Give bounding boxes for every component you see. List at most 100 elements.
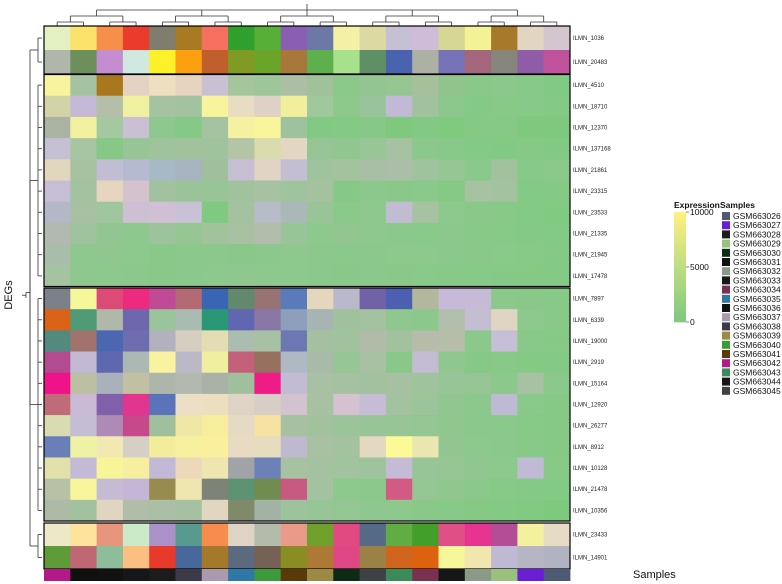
- heatmap-cell: [359, 95, 387, 118]
- heatmap-cell: [70, 180, 97, 203]
- annotation-cell: [412, 569, 439, 581]
- colorbar-segment: [674, 217, 686, 221]
- heatmap-cell: [543, 415, 571, 437]
- heatmap-cell: [228, 546, 255, 570]
- row-label: ILMN_19000: [573, 339, 608, 345]
- heatmap-cell: [438, 393, 466, 416]
- heatmap-cell: [491, 309, 518, 331]
- heatmap-cell: [228, 478, 255, 501]
- heatmap-cell: [175, 265, 203, 287]
- colorbar-segment: [674, 212, 686, 216]
- heatmap-cell: [201, 265, 229, 287]
- samples-legend-title: Samples: [720, 200, 755, 210]
- legend-swatch: [722, 230, 730, 239]
- heatmap-cell: [122, 222, 150, 245]
- heatmap-cell: [359, 26, 387, 51]
- heatmap-cell: [333, 457, 360, 480]
- heatmap-cell: [464, 74, 492, 97]
- heatmap-cell: [44, 436, 71, 458]
- heatmap-cell: [464, 330, 492, 352]
- heatmap-cell: [543, 523, 571, 547]
- heatmap-cell: [307, 415, 334, 437]
- heatmap-cell: [228, 415, 255, 437]
- heatmap-cell: [385, 116, 413, 139]
- heatmap-cell: [307, 50, 334, 75]
- heatmap-cell: [543, 436, 571, 458]
- heatmap-cell: [280, 138, 308, 160]
- heatmap-cell: [359, 50, 387, 75]
- heatmap-cell: [201, 50, 229, 75]
- heatmap-cell: [201, 523, 229, 547]
- colorbar-segment: [674, 316, 686, 320]
- heatmap-cell: [464, 288, 492, 310]
- heatmap-cell: [149, 116, 176, 139]
- row-label: ILMN_14901: [573, 556, 608, 562]
- annotation-cell: [517, 569, 545, 581]
- heatmap-cell: [175, 201, 203, 224]
- heatmap-cell: [228, 265, 255, 287]
- heatmap-cell: [280, 116, 308, 139]
- annotation-cell: [175, 569, 203, 581]
- heatmap-cell: [438, 116, 466, 139]
- heatmap-cell: [412, 288, 439, 310]
- heatmap-cell: [122, 457, 150, 480]
- heatmap-cell: [44, 478, 71, 501]
- heatmap-cell: [491, 372, 518, 395]
- colorbar-segment: [674, 245, 686, 249]
- heatmap-cell: [491, 499, 518, 522]
- heatmap-cell: [280, 372, 308, 395]
- colorbar-segment: [674, 275, 686, 279]
- heatmap-cell: [517, 222, 545, 245]
- legend-swatch: [722, 331, 730, 340]
- heatmap-cell: [149, 457, 176, 480]
- heatmap-cell: [438, 244, 466, 266]
- heatmap-cell: [333, 415, 360, 437]
- heatmap-cell: [543, 372, 571, 395]
- heatmap-cell: [175, 138, 203, 160]
- heatmap-cell: [438, 159, 466, 181]
- heatmap-cell: [228, 180, 255, 203]
- heatmap-cell: [307, 499, 334, 522]
- heatmap-cell: [517, 288, 545, 310]
- heatmap-cell: [228, 50, 255, 75]
- heatmap-cell: [412, 138, 439, 160]
- annotation-cell: [70, 569, 97, 581]
- colorbar-segment: [674, 280, 686, 284]
- legend-entry: GSM663038: [733, 321, 781, 331]
- heatmap-cell: [122, 50, 150, 75]
- legend-entry: GSM663041: [733, 349, 781, 359]
- heatmap-cell: [307, 138, 334, 160]
- heatmap-cell: [359, 415, 387, 437]
- colorbar-segment: [674, 264, 686, 268]
- heatmap-cell: [333, 222, 360, 245]
- annotation-cell: [491, 569, 518, 581]
- heatmap-cell: [175, 26, 203, 51]
- heatmap-cell: [201, 138, 229, 160]
- heatmap-cell: [359, 265, 387, 287]
- legend-entry: GSM663033: [733, 275, 781, 285]
- heatmap-cell: [385, 415, 413, 437]
- row-group-border: [43, 73, 571, 288]
- heatmap-cell: [307, 309, 334, 331]
- heatmap-cell: [96, 499, 124, 522]
- heatmap-cell: [385, 436, 413, 458]
- heatmap-cell: [254, 309, 282, 331]
- heatmap-cell: [70, 393, 97, 416]
- colorbar-segment: [674, 234, 686, 238]
- legend-entry: GSM663034: [733, 285, 781, 295]
- row-label: ILMN_8912: [573, 445, 605, 451]
- heatmap-cell: [44, 138, 71, 160]
- heatmap-cell: [228, 26, 255, 51]
- heatmap-cell: [175, 372, 203, 395]
- heatmap-cell: [201, 436, 229, 458]
- legend-entry: GSM663045: [733, 386, 781, 396]
- legend-entry: GSM663026: [733, 211, 781, 221]
- heatmap-cell: [333, 499, 360, 522]
- heatmap-cell: [491, 393, 518, 416]
- heatmap-cell: [96, 351, 124, 374]
- colorbar-segment: [674, 236, 686, 240]
- heatmap-cell: [491, 74, 518, 97]
- heatmap-cell: [491, 546, 518, 570]
- heatmap-cell: [280, 546, 308, 570]
- colorbar-segment: [674, 220, 686, 224]
